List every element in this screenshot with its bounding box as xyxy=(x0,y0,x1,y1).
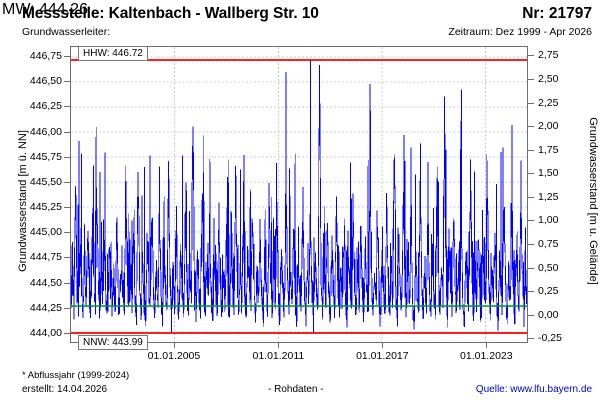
x-axis-tick-label: 01.01.2017 xyxy=(356,350,409,362)
x-axis-tick-mark xyxy=(382,343,384,348)
page-title: Messstelle: Kaltenbach - Wallberg Str. 1… xyxy=(22,5,319,22)
source-link[interactable]: Quelle: www.lfu.bayern.de xyxy=(475,384,592,395)
y-axis-right-tick-mark xyxy=(528,79,534,80)
aquifer-label: Grundwasserleiter: xyxy=(22,26,111,38)
x-axis-tick-mark xyxy=(173,343,175,348)
y-axis-title-right: Grundwasserstand [m u. Gelände] xyxy=(587,117,599,285)
x-axis-tick-label: 01.01.2023 xyxy=(460,350,513,362)
y-axis-right-tick-label: 2,25 xyxy=(538,96,559,109)
y-axis-right-tick-mark xyxy=(528,244,534,245)
y-axis-left-tick-mark xyxy=(64,181,70,183)
y-axis-left-tick-mark xyxy=(64,56,70,58)
raw-data-label: - Rohdaten - xyxy=(268,384,324,395)
y-axis-right-tick-label: 1,25 xyxy=(538,190,559,203)
y-axis-left-tick-label: 445,75 xyxy=(29,150,62,163)
station-number: Nr: 21797 xyxy=(522,5,592,22)
y-axis-left-tick-label: 446,75 xyxy=(29,50,62,63)
hhw-annotation: HHW: 446.72 xyxy=(78,46,148,62)
y-axis-right-tick-label: 2,00 xyxy=(538,120,559,133)
y-axis-left-tick-label: 445,25 xyxy=(29,201,62,214)
y-axis-left-tick-label: 446,00 xyxy=(29,125,62,138)
y-axis-left-tick-mark xyxy=(64,106,70,108)
y-axis-right-tick-mark xyxy=(528,267,534,269)
y-axis-left-tick-label: 444,00 xyxy=(29,326,62,339)
x-axis-tick-label: 01.01.2011 xyxy=(252,350,305,362)
y-axis-right-tick-mark xyxy=(528,291,534,293)
y-axis-right-tick-mark xyxy=(528,173,534,175)
y-axis-left-tick-label: 444,25 xyxy=(29,301,62,314)
y-axis-left-tick-label: 444,50 xyxy=(29,276,62,289)
y-axis-left-tick-mark xyxy=(64,156,70,158)
y-axis-right-tick-label: 0,25 xyxy=(538,285,559,298)
nnw-annotation: NNW: 443.99 xyxy=(78,334,148,350)
y-axis-left-tick-label: 445,00 xyxy=(29,226,62,239)
y-axis-right-tick-label: 2,50 xyxy=(538,73,559,85)
y-axis-right-tick-label: 1,50 xyxy=(538,167,559,180)
y-axis-right-tick-mark xyxy=(528,338,534,340)
y-axis-left-tick-label: 446,50 xyxy=(29,75,62,88)
x-axis-tick-mark xyxy=(278,343,280,348)
x-axis-tick-mark xyxy=(486,343,488,348)
y-axis-right-tick-label: 0,75 xyxy=(538,238,559,250)
y-axis-left-tick-mark xyxy=(64,207,70,209)
y-axis-left-tick-label: 446,25 xyxy=(29,100,62,113)
y-axis-left-tick-mark xyxy=(64,307,70,309)
y-axis-left-tick-mark xyxy=(64,257,70,259)
chart-plot-area xyxy=(70,46,528,343)
y-axis-left-tick-mark xyxy=(64,232,70,234)
y-axis-right-tick-mark xyxy=(528,126,534,128)
y-axis-left-tick-label: 444,75 xyxy=(29,251,62,264)
reference-lines-layer xyxy=(71,59,527,334)
time-period-label: Zeitraum: Dez 1999 - Apr 2026 xyxy=(448,26,592,38)
y-axis-right-tick-mark xyxy=(528,314,534,316)
y-axis-right-tick-mark xyxy=(528,149,534,151)
y-axis-left-tick-mark xyxy=(64,282,70,284)
y-axis-left-tick-mark xyxy=(64,81,70,83)
y-axis-right-tick-label: 0,00 xyxy=(538,308,559,321)
y-axis-left-tick-mark xyxy=(64,332,70,334)
y-axis-right-tick-label: 1,00 xyxy=(538,214,559,227)
y-axis-left-tick-mark xyxy=(64,131,70,133)
y-axis-right-tick-label: 2,75 xyxy=(538,49,559,62)
x-axis-tick-label: 01.01.2005 xyxy=(147,350,201,362)
footnote: * Abflussjahr (1999-2024) xyxy=(22,370,130,381)
created-date: erstellt: 14.04.2026 xyxy=(22,384,108,395)
y-axis-right-tick-mark xyxy=(528,55,534,57)
y-axis-right-tick-label: 1,75 xyxy=(538,143,559,156)
y-axis-right-tick-label: 0,50 xyxy=(538,261,559,274)
mw-annotation: MW: 444.26 xyxy=(2,1,88,18)
series-layer xyxy=(71,60,527,334)
y-axis-left-tick-label: 445,50 xyxy=(29,175,62,188)
y-axis-right-tick-label: -0,25 xyxy=(538,332,562,345)
y-axis-right-tick-mark xyxy=(528,196,534,198)
y-axis-right-tick-mark xyxy=(528,220,534,222)
y-axis-right-tick-mark xyxy=(528,102,534,104)
